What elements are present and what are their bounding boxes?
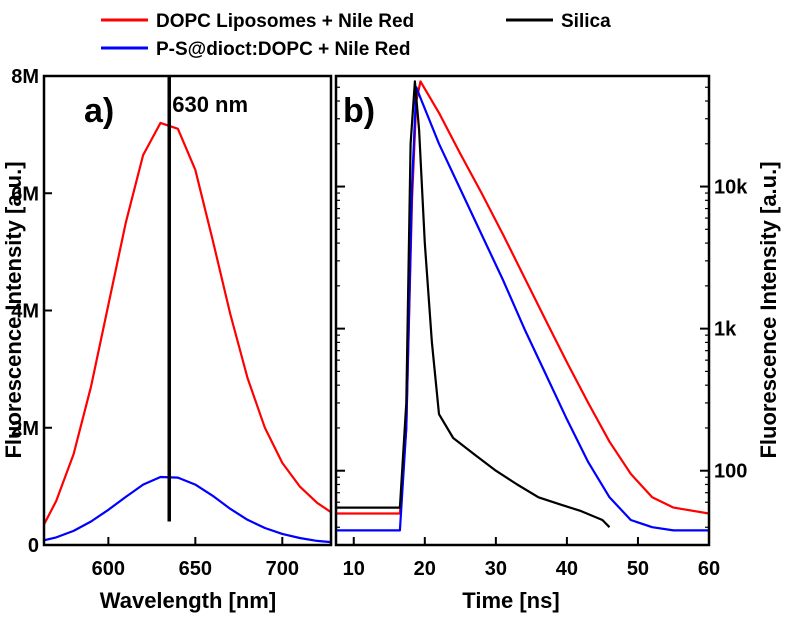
- panel-b-series-dopc-liposomes-nile-red: [336, 80, 709, 515]
- panel-b-y-tick-label: 10k: [714, 177, 748, 199]
- panel-b-y-tick-label: 1k: [714, 319, 737, 341]
- panel-a-frame: [42, 74, 333, 547]
- panel-b-x-axis-title: Time [ns]: [462, 588, 559, 613]
- panel-a-ticks: 600 650 700 0 2M 4M 6M 8M: [11, 66, 299, 580]
- panel-a-plot-area: [44, 121, 331, 544]
- panel-a-x-tick-label: 650: [179, 558, 212, 580]
- panel-a-y-tick-label: 6M: [11, 183, 39, 205]
- panel-a-630nm-label: 630 nm: [172, 92, 248, 117]
- panel-a-y-tick-label: 8M: [11, 66, 39, 88]
- panel-b-x-tick-label: 20: [414, 558, 436, 580]
- panel-b-x-tick-label: 30: [485, 558, 507, 580]
- panel-a-x-tick-label: 700: [266, 558, 299, 580]
- legend-label-silica: Silica: [561, 11, 611, 32]
- panel-a-x-tick-label: 600: [92, 558, 125, 580]
- panel-a-y-tick-label: 4M: [11, 301, 39, 323]
- panel-a-label: a): [84, 92, 114, 130]
- panel-b-plot-area: [336, 80, 709, 532]
- panel-b-label: b): [343, 92, 375, 130]
- legend-item-dopc: DOPC Liposomes + Nile Red: [101, 11, 414, 32]
- panel-b-y-tick-label: 100: [714, 461, 747, 483]
- panel-b-frame: [334, 74, 711, 547]
- legend-item-ps: P-S@dioct:DOPC + Nile Red: [101, 39, 410, 60]
- panel-a-y-tick-label: 0: [28, 535, 39, 557]
- legend-label-dopc: DOPC Liposomes + Nile Red: [156, 11, 414, 32]
- panel-b-series-p-s-dioct-dopc-nile-red: [336, 86, 709, 532]
- panel-b-x-tick-label: 50: [627, 558, 649, 580]
- panel-a-series-dopc-liposomes-nile-red: [44, 121, 331, 526]
- panel-b-x-tick-label: 40: [556, 558, 578, 580]
- panel-a-y-axis-title: Fluorescence Intensity [a.u.]: [1, 161, 26, 458]
- panel-b: 10 20 30 40 50 60 100 1k 10k b) Time [ns] Fluore…: [334, 74, 781, 613]
- legend-item-silica: Silica: [506, 11, 611, 32]
- panel-b-x-tick-label: 60: [698, 558, 720, 580]
- legend-label-ps: P-S@dioct:DOPC + Nile Red: [156, 39, 410, 60]
- panel-a-x-axis-title: Wavelength [nm]: [100, 588, 276, 613]
- panel-b-series-silica: [336, 80, 611, 528]
- panel-a-y-tick-label: 2M: [11, 418, 39, 440]
- panel-b-ticks: 10 20 30 40 50 60 100 1k 10k: [336, 75, 748, 580]
- panel-b-y-axis-title: Fluorescence Intensity [a.u.]: [756, 161, 781, 458]
- panel-a: 600 650 700 0 2M 4M 6M 8M 630 nm a) Wavelength …: [1, 66, 333, 613]
- panel-b-x-tick-label: 10: [343, 558, 365, 580]
- panel-a-series-p-s-dioct-dopc-nile-red: [44, 475, 331, 544]
- legend: DOPC Liposomes + Nile Red Silica P-S@dio…: [101, 11, 611, 60]
